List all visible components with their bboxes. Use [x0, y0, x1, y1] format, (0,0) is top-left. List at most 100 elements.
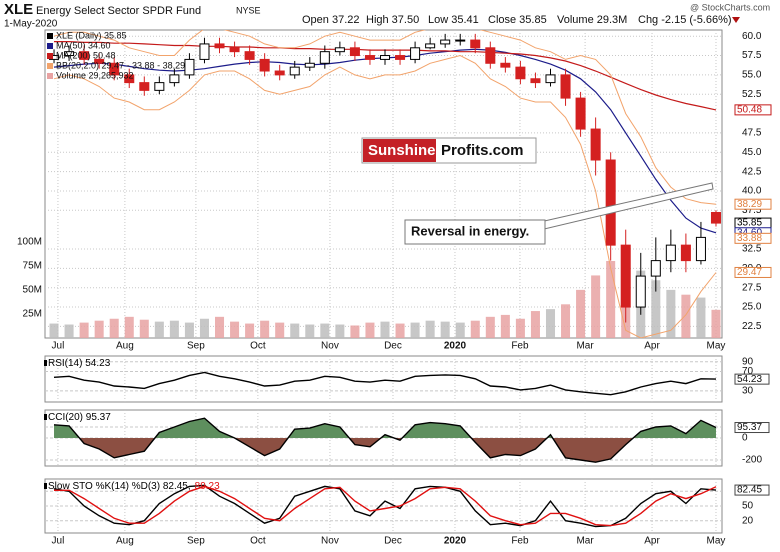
candle-body — [259, 58, 270, 72]
volume-bar — [184, 322, 194, 338]
price-tag: 38.29 — [737, 199, 762, 210]
y2-tick-label: 25M — [23, 309, 42, 320]
candle-body — [289, 66, 300, 76]
x-tick-label: 2020 — [444, 536, 467, 547]
x-tick-label: Sep — [187, 341, 205, 352]
x-tick-label: Feb — [511, 536, 529, 547]
annotation: Reversal in energy. — [411, 223, 529, 238]
area-fill — [54, 438, 716, 463]
volume-bar — [275, 322, 285, 338]
candle-body — [485, 47, 496, 64]
candle-body — [109, 62, 120, 76]
volume-bar — [425, 320, 435, 338]
y2-tick-label: 100M — [17, 236, 42, 247]
legend-label: XLE (Daily) 35.85 — [56, 30, 127, 40]
candle-body — [349, 47, 360, 57]
volume-bar — [591, 275, 601, 338]
y-tick-label: 45.0 — [742, 147, 762, 158]
legend-swatch — [44, 414, 47, 420]
x-tick-label: Apr — [644, 341, 660, 352]
y-tick-label: 22.5 — [742, 321, 762, 332]
source: @ StockCharts.com — [690, 2, 770, 12]
legend-entry: RSI(14) 54.23 — [48, 358, 111, 369]
value-tag: 82.45 — [737, 485, 762, 496]
y2-tick-label: 75M — [23, 260, 42, 271]
candle-body — [334, 47, 345, 53]
x-tick-label: Jul — [52, 536, 65, 547]
price-tag-box — [734, 232, 772, 244]
volume-bar — [169, 320, 179, 338]
x-tick-label: Mar — [576, 536, 594, 547]
legend-swatch — [47, 33, 53, 39]
candle-body — [124, 74, 135, 84]
x-tick-label: May — [707, 536, 726, 547]
candle-body — [64, 51, 75, 57]
volume-bar — [606, 261, 616, 338]
price-tag: 33.88 — [737, 233, 762, 244]
candle-body — [274, 70, 285, 76]
y-tick-label: 50 — [742, 501, 754, 512]
y-tick-label: 47.5 — [742, 128, 762, 139]
watermark-red — [363, 139, 436, 162]
price-tag-box — [734, 104, 772, 116]
y-tick-label: 30 — [742, 386, 754, 397]
candle-body — [500, 62, 511, 68]
x-tick-label: Oct — [250, 536, 266, 547]
x-tick-label: Aug — [116, 536, 134, 547]
candle-body — [650, 260, 661, 277]
volume-bar — [455, 322, 465, 338]
candle-body — [395, 55, 406, 60]
candle-body — [605, 159, 616, 246]
x-tick-label: May — [707, 341, 726, 352]
volume-bar — [696, 297, 706, 338]
x-tick-label: Nov — [321, 536, 339, 547]
plot-area — [45, 356, 722, 402]
legend-label: RSI(14) 54.23 — [48, 358, 111, 369]
volume-bar — [365, 322, 375, 338]
price-tag: 29.47 — [737, 267, 762, 278]
x-tick-label: Mar — [576, 341, 594, 352]
symbol: XLE — [4, 1, 33, 18]
volume-bar — [124, 316, 134, 338]
y-tick-label: 52.5 — [742, 89, 762, 100]
candle-body — [455, 39, 466, 42]
volume-bar — [500, 314, 510, 338]
x-tick-label: Feb — [511, 341, 529, 352]
high: High 37.50 — [366, 14, 419, 26]
candle-body — [199, 43, 210, 60]
candle-body — [530, 78, 541, 84]
y-tick-label: 60.0 — [742, 31, 762, 42]
candle-body — [229, 47, 240, 53]
candle-body — [304, 62, 315, 68]
legend-swatch — [44, 483, 47, 489]
value-tag: 54.23 — [737, 374, 762, 385]
x-tick-label: Dec — [384, 536, 402, 547]
volume-bar — [305, 324, 315, 338]
volume-bar — [470, 320, 480, 338]
volume-bar — [410, 322, 420, 338]
candle-body — [379, 55, 391, 60]
candle-body — [590, 128, 601, 161]
candle-body — [154, 82, 165, 91]
volume-bar — [64, 324, 74, 338]
volume-bar — [395, 323, 405, 338]
candle-body — [94, 58, 105, 64]
volume-bar — [335, 324, 345, 338]
price-tag: 50.48 — [737, 105, 762, 116]
candle-body — [635, 275, 646, 308]
candle-body — [79, 51, 90, 60]
candle-body — [575, 97, 586, 130]
y-tick-label: 37.5 — [742, 205, 762, 216]
volume-bar — [154, 321, 164, 338]
watermark-left: Sunshine — [368, 142, 436, 159]
volume-bar — [320, 323, 330, 338]
volume-bar — [561, 304, 571, 338]
volume-bar — [350, 325, 360, 338]
plot-area — [45, 479, 722, 533]
change: Chg -2.15 (-5.66%) — [638, 14, 732, 26]
low: Low 35.41 — [428, 14, 479, 26]
